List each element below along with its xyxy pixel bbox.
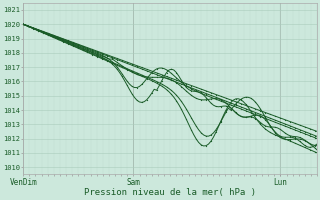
X-axis label: Pression niveau de la mer( hPa ): Pression niveau de la mer( hPa ): [84, 188, 256, 197]
